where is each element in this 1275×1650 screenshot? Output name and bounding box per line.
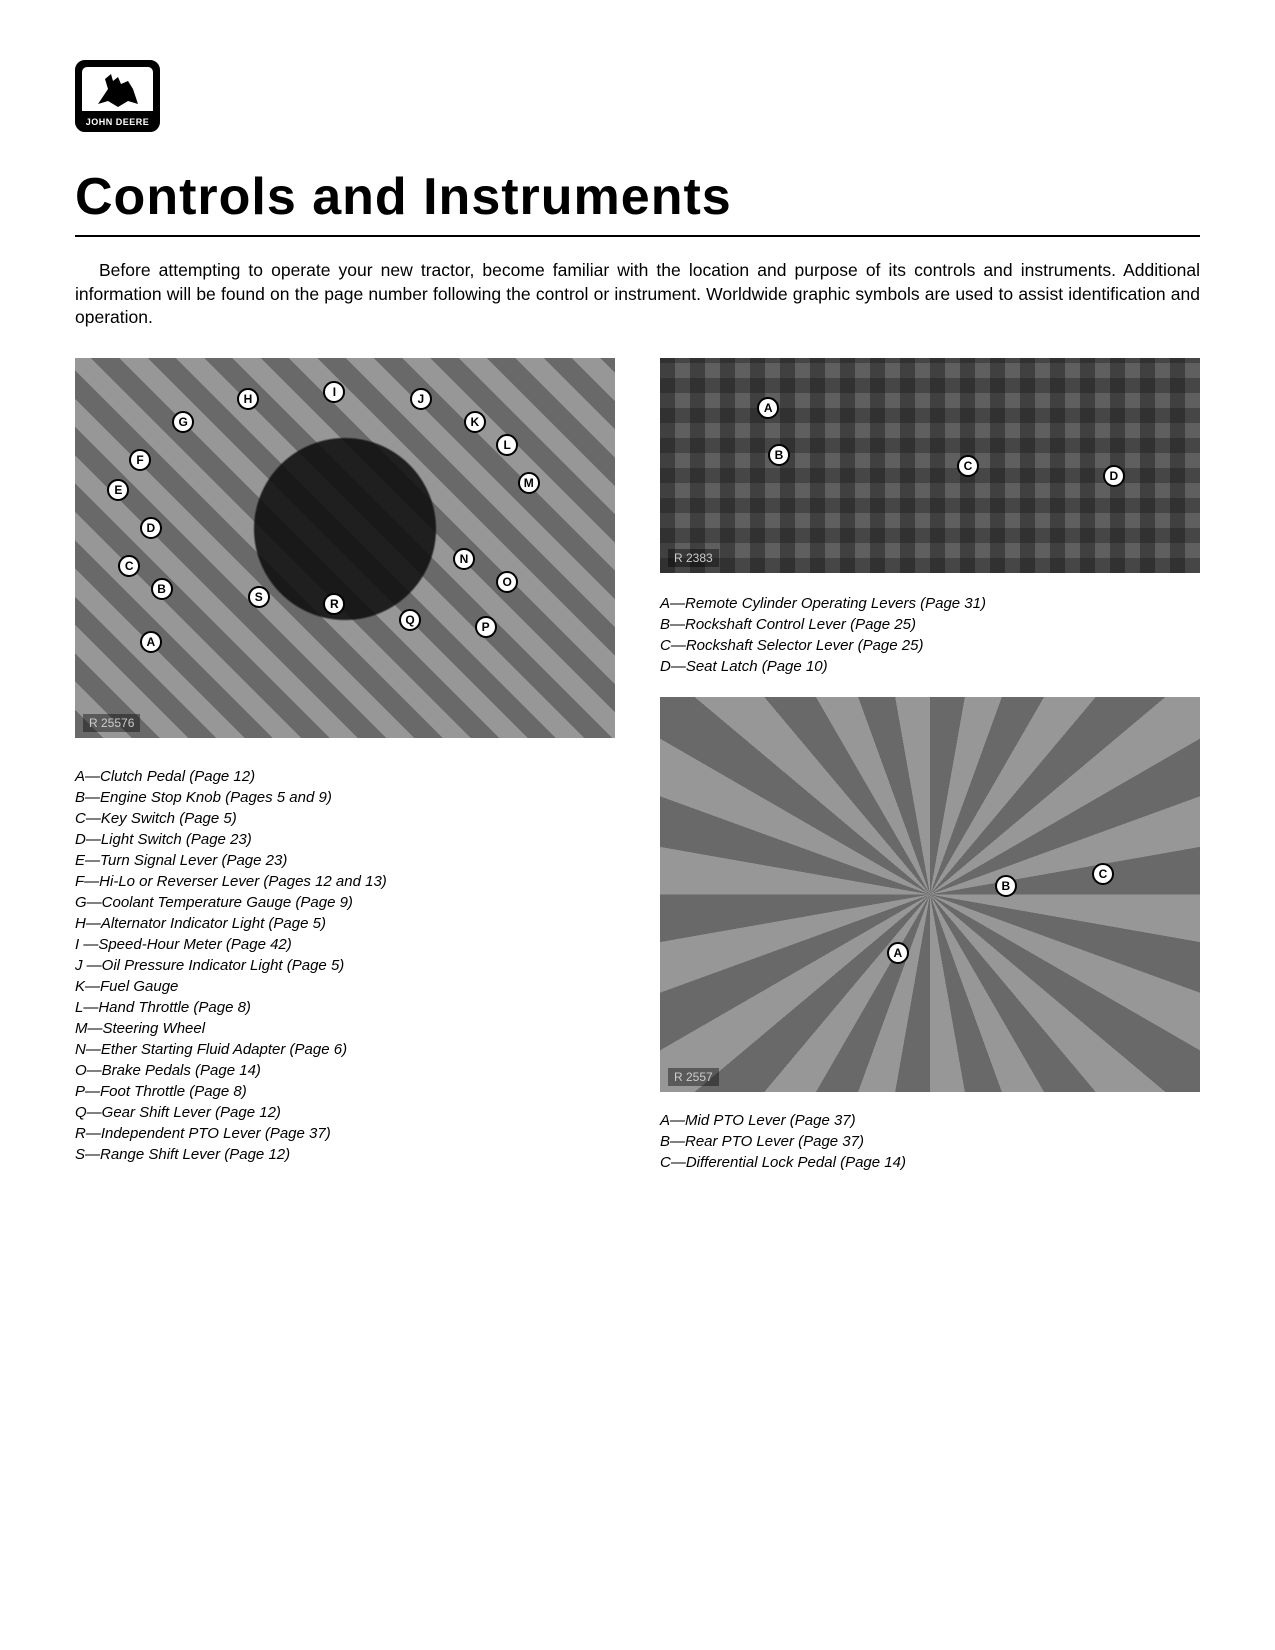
callout-B3: B — [995, 875, 1017, 897]
legend-item: E—Turn Signal Lever (Page 23) — [75, 850, 615, 871]
intro-paragraph: Before attempting to operate your new tr… — [75, 259, 1200, 330]
legend-item: S—Range Shift Lever (Page 12) — [75, 1144, 615, 1165]
figure-3-legend: A—Mid PTO Lever (Page 37)B—Rear PTO Leve… — [660, 1110, 1200, 1173]
legend-item: J —Oil Pressure Indicator Light (Page 5) — [75, 955, 615, 976]
brand-logo-inner — [82, 67, 153, 111]
legend-item: B—Rear PTO Lever (Page 37) — [660, 1131, 1200, 1152]
page-title: Controls and Instruments — [75, 167, 1200, 237]
legend-item: Q—Gear Shift Lever (Page 12) — [75, 1102, 615, 1123]
figure-1-legend: A—Clutch Pedal (Page 12)B—Engine Stop Kn… — [75, 766, 615, 1165]
figure-2: A B C D R 2383 — [660, 358, 1200, 573]
callout-L: L — [496, 434, 518, 456]
callout-A2: A — [757, 397, 779, 419]
callout-O: O — [496, 571, 518, 593]
legend-item: C—Key Switch (Page 5) — [75, 808, 615, 829]
legend-item: N—Ether Starting Fluid Adapter (Page 6) — [75, 1039, 615, 1060]
callout-K: K — [464, 411, 486, 433]
legend-item: A—Remote Cylinder Operating Levers (Page… — [660, 593, 1200, 614]
legend-item: H—Alternator Indicator Light (Page 5) — [75, 913, 615, 934]
legend-item: M—Steering Wheel — [75, 1018, 615, 1039]
figure-3-ref: R 2557 — [668, 1068, 719, 1086]
legend-item: I —Speed-Hour Meter (Page 42) — [75, 934, 615, 955]
callout-B: B — [151, 578, 173, 600]
legend-item: F—Hi-Lo or Reverser Lever (Pages 12 and … — [75, 871, 615, 892]
figure-2-legend: A—Remote Cylinder Operating Levers (Page… — [660, 593, 1200, 677]
callout-Q: Q — [399, 609, 421, 631]
figure-1: H I J K L M G F E D C B A N O P Q R S R … — [75, 358, 615, 738]
left-column: H I J K L M G F E D C B A N O P Q R S R … — [75, 358, 615, 1173]
figure-1-ref: R 25576 — [83, 714, 140, 732]
legend-item: B—Rockshaft Control Lever (Page 25) — [660, 614, 1200, 635]
legend-item: K—Fuel Gauge — [75, 976, 615, 997]
callout-I: I — [323, 381, 345, 403]
callout-C3: C — [1092, 863, 1114, 885]
figure-3-image — [660, 697, 1200, 1092]
callout-B2: B — [768, 444, 790, 466]
deer-icon — [93, 69, 143, 109]
callout-A3: A — [887, 942, 909, 964]
brand-logo-text: JOHN DEERE — [78, 117, 157, 127]
legend-item: O—Brake Pedals (Page 14) — [75, 1060, 615, 1081]
two-column-layout: H I J K L M G F E D C B A N O P Q R S R … — [75, 358, 1200, 1173]
legend-item: P—Foot Throttle (Page 8) — [75, 1081, 615, 1102]
legend-item: B—Engine Stop Knob (Pages 5 and 9) — [75, 787, 615, 808]
figure-3: A B C R 2557 — [660, 697, 1200, 1092]
callout-F: F — [129, 449, 151, 471]
legend-item: A—Mid PTO Lever (Page 37) — [660, 1110, 1200, 1131]
figure-2-ref: R 2383 — [668, 549, 719, 567]
legend-item: L—Hand Throttle (Page 8) — [75, 997, 615, 1018]
callout-J: J — [410, 388, 432, 410]
legend-item: C—Rockshaft Selector Lever (Page 25) — [660, 635, 1200, 656]
page: JOHN DEERE Controls and Instruments Befo… — [0, 0, 1275, 1233]
right-column: A B C D R 2383 A—Remote Cylinder Operati… — [660, 358, 1200, 1173]
callout-C2: C — [957, 455, 979, 477]
callout-S: S — [248, 586, 270, 608]
legend-item: D—Light Switch (Page 23) — [75, 829, 615, 850]
brand-logo: JOHN DEERE — [75, 60, 160, 132]
legend-item: R—Independent PTO Lever (Page 37) — [75, 1123, 615, 1144]
legend-item: G—Coolant Temperature Gauge (Page 9) — [75, 892, 615, 913]
callout-N: N — [453, 548, 475, 570]
legend-item: A—Clutch Pedal (Page 12) — [75, 766, 615, 787]
legend-item: C—Differential Lock Pedal (Page 14) — [660, 1152, 1200, 1173]
callout-M: M — [518, 472, 540, 494]
figure-1-image — [75, 358, 615, 738]
callout-P: P — [475, 616, 497, 638]
legend-item: D—Seat Latch (Page 10) — [660, 656, 1200, 677]
